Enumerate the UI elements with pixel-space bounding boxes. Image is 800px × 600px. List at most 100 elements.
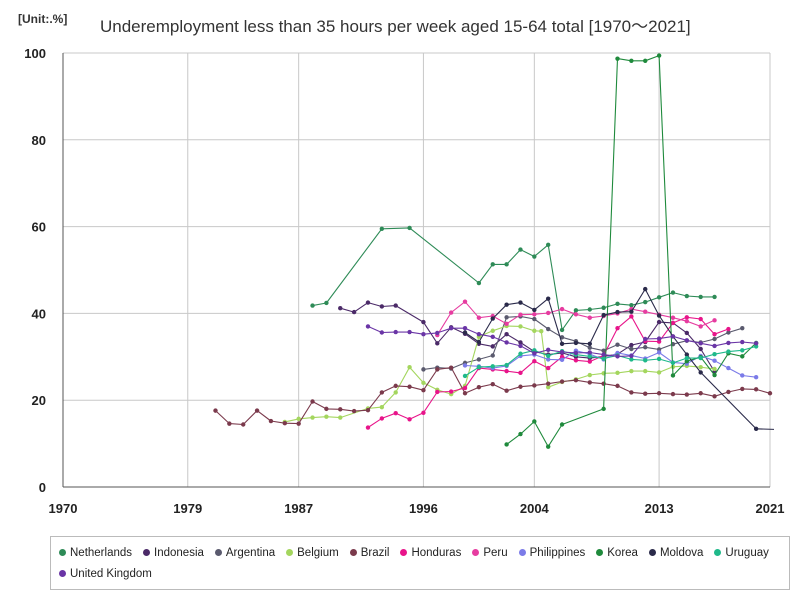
data-point-honduras xyxy=(532,358,537,364)
data-point-honduras xyxy=(462,385,468,391)
data-point-argentina xyxy=(490,353,495,358)
data-point-argentina xyxy=(615,342,620,347)
data-point-korea xyxy=(712,372,717,378)
data-point-united-kingdom xyxy=(379,330,385,335)
data-point-honduras xyxy=(712,332,717,337)
data-point-moldova xyxy=(643,286,648,292)
data-point-netherlands xyxy=(615,301,620,307)
data-point-argentina xyxy=(643,345,648,350)
legend-marker-korea xyxy=(596,549,604,556)
legend-label-moldova: Moldova xyxy=(659,546,704,559)
data-point-indonesia xyxy=(421,319,426,325)
x-tick-label: 2004 xyxy=(520,501,550,516)
data-point-brazil xyxy=(615,383,620,389)
data-point-argentina xyxy=(421,367,426,372)
data-point-uruguay xyxy=(643,358,648,363)
data-point-argentina xyxy=(712,336,717,342)
legend-marker-indonesia xyxy=(143,549,151,556)
data-point-brazil xyxy=(726,389,731,395)
legend-label-brazil: Brazil xyxy=(360,546,390,559)
data-point-united-kingdom xyxy=(421,332,426,337)
data-point-philippines xyxy=(712,358,717,363)
data-point-argentina xyxy=(740,325,745,331)
data-point-korea xyxy=(601,406,606,412)
legend-item-moldova: Moldova xyxy=(648,542,704,563)
data-point-argentina xyxy=(532,316,537,322)
data-point-netherlands xyxy=(518,247,523,252)
data-point-uruguay xyxy=(740,348,745,353)
data-point-united-kingdom xyxy=(435,330,440,336)
data-point-indonesia xyxy=(379,304,385,309)
data-point-belgium xyxy=(539,328,544,334)
legend-marker-brazil xyxy=(349,549,357,556)
legend-marker-united-kingdom xyxy=(59,570,66,577)
data-point-netherlands xyxy=(490,262,495,267)
series-uruguay xyxy=(462,344,759,379)
legend-item-netherlands: Netherlands xyxy=(59,542,132,563)
data-point-united-kingdom xyxy=(407,329,412,335)
data-point-united-kingdom xyxy=(629,353,634,359)
data-point-argentina xyxy=(476,357,482,362)
data-point-indonesia xyxy=(518,340,523,345)
data-point-brazil xyxy=(504,388,509,393)
data-point-brazil xyxy=(365,407,371,413)
data-point-korea xyxy=(559,422,565,427)
data-point-peru xyxy=(518,312,523,317)
data-point-brazil xyxy=(448,365,454,370)
data-point-peru xyxy=(698,324,703,329)
data-point-united-kingdom xyxy=(518,343,523,349)
data-point-united-kingdom xyxy=(490,334,495,340)
data-point-moldova xyxy=(518,300,523,305)
series-line-moldova xyxy=(464,288,774,430)
data-point-philippines xyxy=(559,357,565,363)
legend-item-korea: Korea xyxy=(596,542,638,563)
data-point-uruguay xyxy=(518,351,523,356)
y-tick-label: 60 xyxy=(32,220,46,235)
data-point-brazil xyxy=(753,387,759,392)
data-point-belgium xyxy=(698,365,703,370)
data-point-netherlands xyxy=(684,293,690,299)
data-point-korea xyxy=(656,53,662,58)
data-point-honduras xyxy=(587,359,592,364)
data-point-united-kingdom xyxy=(393,329,398,335)
tick-labels: 0 20 40 60 80 100 1970 1979 1987 1996 2004 2013 2021 xyxy=(24,46,784,516)
data-point-netherlands xyxy=(504,262,509,267)
data-point-netherlands xyxy=(712,294,717,300)
data-point-belgium xyxy=(407,365,412,370)
series-moldova xyxy=(462,286,774,432)
data-point-uruguay xyxy=(545,353,551,359)
data-point-peru xyxy=(504,321,509,327)
legend-label-uruguay: Uruguay xyxy=(725,546,769,559)
data-point-korea xyxy=(684,358,690,364)
data-point-honduras xyxy=(670,320,676,326)
data-point-brazil xyxy=(698,391,703,396)
data-point-korea xyxy=(532,419,537,424)
data-point-philippines xyxy=(726,365,731,371)
data-point-brazil xyxy=(518,384,523,389)
legend-item-uruguay: Uruguay xyxy=(714,542,769,563)
data-point-united-kingdom xyxy=(726,340,731,346)
legend-marker-philippines xyxy=(518,549,526,556)
legend-item-argentina: Argentina xyxy=(214,542,275,563)
data-point-netherlands xyxy=(559,327,565,333)
data-point-argentina xyxy=(545,326,551,332)
data-point-uruguay xyxy=(726,349,731,354)
data-point-belgium xyxy=(324,414,329,419)
data-point-brazil xyxy=(227,421,232,426)
data-point-peru xyxy=(462,299,468,304)
data-point-united-kingdom xyxy=(656,336,662,341)
data-point-netherlands xyxy=(310,303,315,308)
data-point-peru xyxy=(532,312,537,317)
data-point-brazil xyxy=(476,384,482,390)
data-point-netherlands xyxy=(601,305,606,310)
data-point-indonesia xyxy=(504,332,509,337)
data-point-belgium xyxy=(338,415,343,420)
data-point-brazil xyxy=(241,422,246,427)
data-point-brazil xyxy=(740,386,745,392)
data-point-indonesia xyxy=(365,300,371,305)
data-point-uruguay xyxy=(712,351,717,357)
data-point-belgium xyxy=(629,368,634,374)
data-point-indonesia xyxy=(393,303,398,308)
data-point-brazil xyxy=(767,391,773,396)
data-point-honduras xyxy=(698,316,703,322)
